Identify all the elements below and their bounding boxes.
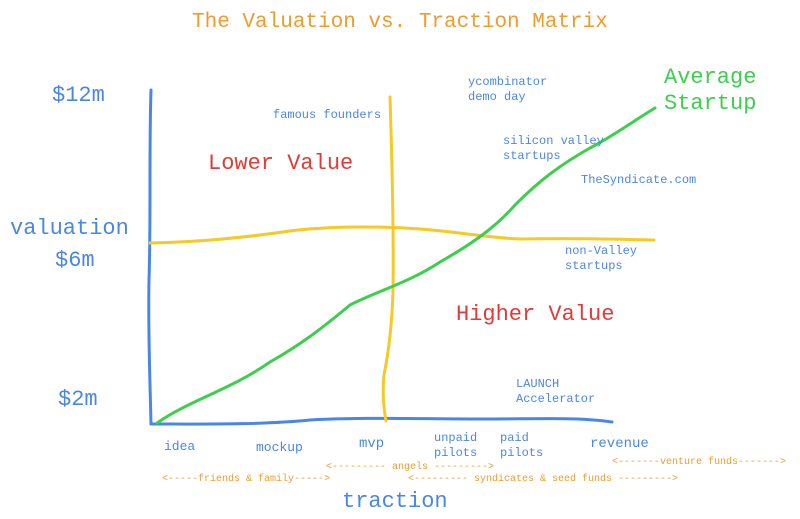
annotation: famous founders — [273, 108, 381, 122]
funding-range: <-------venture funds-------> — [612, 456, 786, 468]
annotation: silicon valley — [503, 134, 604, 148]
funding-range: <-----friends & family-----> — [162, 473, 330, 485]
x-stage-label: mockup — [256, 440, 303, 455]
curve-label: Startup — [664, 91, 756, 116]
annotation: TheSyndicate.com — [581, 173, 696, 187]
x-axis-label: traction — [342, 489, 448, 514]
quadrant-label: Lower Value — [208, 151, 353, 176]
annotation: ycombinator — [468, 75, 547, 89]
x-stage-label: mvp — [359, 436, 384, 452]
y-axis-line — [147, 88, 153, 426]
funding-range: <--------- angels ---------> — [326, 461, 494, 473]
x-stage-label: pilots — [500, 446, 543, 460]
horizontal-divider — [148, 225, 656, 245]
quadrant-label: Higher Value — [456, 302, 614, 327]
x-axis-line — [149, 416, 614, 426]
annotation: LAUNCH — [516, 377, 559, 391]
x-stage-label: paid — [500, 431, 529, 445]
x-stage-label: idea — [164, 439, 195, 454]
y-tick-label: $2m — [58, 387, 98, 412]
x-stage-label: unpaid — [434, 431, 477, 445]
x-stage-label: pilots — [434, 446, 477, 460]
y-tick-label: $12m — [52, 83, 105, 108]
x-stage-label: revenue — [590, 436, 649, 452]
annotation: startups — [565, 259, 623, 273]
curve-label: Average — [664, 65, 756, 90]
y-tick-label: $6m — [55, 248, 95, 273]
annotation: non-Valley — [565, 244, 637, 258]
funding-range: <--------- syndicates & seed funds -----… — [408, 473, 678, 485]
average-startup-curve — [155, 106, 657, 425]
annotation: demo day — [468, 90, 526, 104]
title: The Valuation vs. Traction Matrix — [192, 11, 608, 34]
annotation: startups — [503, 149, 561, 163]
y-axis-label: valuation — [10, 216, 129, 241]
vertical-divider — [381, 95, 395, 423]
annotation: Accelerator — [516, 392, 595, 406]
